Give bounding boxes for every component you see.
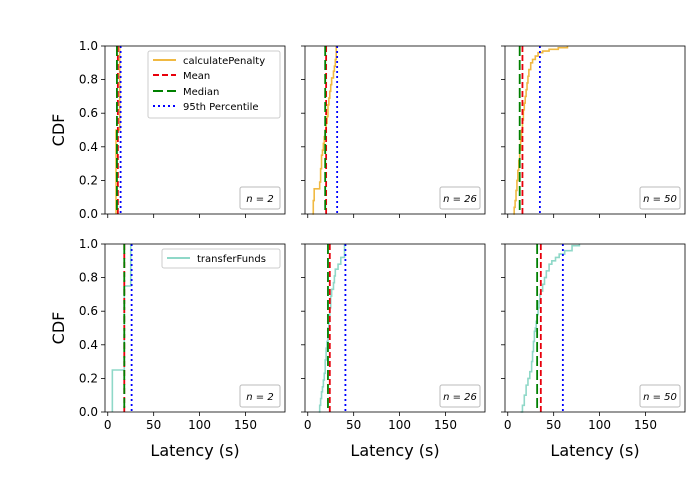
legend-label-mean: Mean bbox=[183, 71, 210, 82]
n-annotation: n = 50 bbox=[643, 194, 677, 205]
x-tick-label: 50 bbox=[146, 418, 161, 432]
y-tick-label: 0.2 bbox=[79, 173, 98, 187]
x-tick-label: 100 bbox=[388, 418, 411, 432]
axes-frame bbox=[504, 243, 686, 413]
x-tick-label: 150 bbox=[634, 418, 657, 432]
n-annotation: n = 2 bbox=[246, 392, 273, 403]
legend-bottom: transferFunds bbox=[161, 248, 281, 269]
n-annotation-box bbox=[239, 384, 281, 408]
x-tick-label: 150 bbox=[434, 418, 457, 432]
panels: 0.0 0.2 0.4 0.6 0.8 1.0 n = 2 n = 26 n = 50 0 50 10… bbox=[79, 39, 686, 432]
y-tick-label: 0.6 bbox=[79, 304, 98, 318]
legend-label-transferFunds: transferFunds bbox=[197, 254, 266, 265]
cdf-line-transferFunds bbox=[520, 244, 581, 413]
x-tick-label: 50 bbox=[546, 418, 561, 432]
cdf-line-transferFunds bbox=[111, 244, 132, 412]
n-annotation: n = 2 bbox=[246, 194, 273, 205]
n-annotation-box bbox=[639, 384, 681, 408]
n-annotation-box bbox=[639, 186, 681, 210]
y-tick-label: 1.0 bbox=[79, 237, 98, 251]
axes-frame bbox=[304, 243, 486, 413]
axes-frame bbox=[504, 45, 686, 215]
legend-label-calculatePenalty: calculatePenalty bbox=[183, 56, 265, 67]
x-tick-label: 150 bbox=[234, 418, 257, 432]
y-tick-label: 0.0 bbox=[79, 405, 98, 419]
y-tick-label: 1.0 bbox=[79, 39, 98, 53]
y-tick-label: 0.2 bbox=[79, 371, 98, 385]
x-tick-label: 0 bbox=[104, 418, 112, 432]
panel-0-2: n = 50 bbox=[501, 45, 686, 218]
ylabel-row-1: CDF bbox=[49, 312, 68, 345]
panel-1-1: 0 50 100 150 n = 26 bbox=[301, 243, 486, 432]
panel-0-0: 0.0 0.2 0.4 0.6 0.8 1.0 n = 2 bbox=[79, 39, 286, 221]
legend-bottom-frame bbox=[161, 248, 281, 269]
cdf-line-transferFunds bbox=[318, 244, 346, 413]
legend-top-frame bbox=[147, 50, 281, 119]
legend-label-median: Median bbox=[183, 87, 219, 98]
cdf-line-calculatePenalty bbox=[312, 46, 338, 215]
legend-label-p95: 95th Percentile bbox=[183, 102, 259, 113]
axes-frame bbox=[304, 45, 486, 215]
cdf-line-calculatePenalty bbox=[513, 46, 569, 215]
y-tick-label: 0.8 bbox=[79, 73, 98, 87]
y-tick-label: 0.0 bbox=[79, 207, 98, 221]
n-annotation: n = 26 bbox=[443, 392, 477, 403]
ylabel-row-0: CDF bbox=[49, 114, 68, 147]
n-annotation-box bbox=[239, 186, 281, 210]
x-tick-label: 100 bbox=[188, 418, 211, 432]
n-annotation: n = 50 bbox=[643, 392, 677, 403]
x-tick-label: 50 bbox=[346, 418, 361, 432]
xlabel-col-0: Latency (s) bbox=[150, 441, 239, 460]
x-tick-label: 100 bbox=[588, 418, 611, 432]
n-annotation-box bbox=[439, 384, 481, 408]
xlabel-col-2: Latency (s) bbox=[550, 441, 639, 460]
y-tick-label: 0.6 bbox=[79, 106, 98, 120]
n-annotation-box bbox=[439, 186, 481, 210]
n-annotation: n = 26 bbox=[443, 194, 477, 205]
panel-0-1: n = 26 bbox=[301, 45, 486, 218]
panel-1-2: 0 50 100 150 n = 50 bbox=[501, 243, 686, 432]
axes-frame bbox=[104, 243, 286, 413]
y-tick-label: 0.4 bbox=[79, 338, 98, 352]
x-tick-label: 0 bbox=[304, 418, 312, 432]
xlabel-col-1: Latency (s) bbox=[350, 441, 439, 460]
axes-frame bbox=[104, 45, 286, 215]
legend-top: calculatePenalty Mean Median 95th Percen… bbox=[147, 50, 281, 119]
y-tick-label: 0.8 bbox=[79, 271, 98, 285]
x-tick-label: 0 bbox=[504, 418, 512, 432]
panel-1-0: 0 50 100 150 0.0 0.2 0.4 0.6 0.8 1.0 n = 2 bbox=[79, 237, 286, 432]
y-tick-label: 0.4 bbox=[79, 140, 98, 154]
